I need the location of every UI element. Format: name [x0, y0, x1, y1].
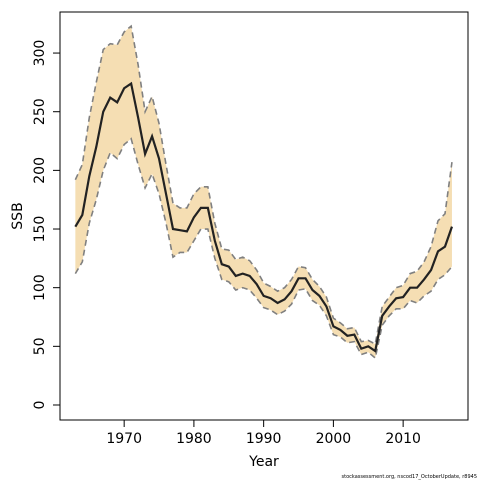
x-tick-label: 1990	[246, 431, 282, 447]
estimate-line	[74, 81, 453, 353]
y-tick-label: 200	[32, 157, 48, 184]
footer: stockassessment.org, nscod17_OctoberUpda…	[342, 474, 477, 480]
x-tick-label: 2000	[316, 431, 352, 447]
x-tick-label: 2010	[385, 431, 421, 447]
y-tick-label: 50	[32, 337, 48, 355]
y-tick-label: 300	[32, 40, 48, 67]
y-tick-label: 150	[32, 216, 48, 243]
y-tick-label: 100	[32, 274, 48, 301]
x-axis-label: Year	[248, 454, 279, 470]
upper-bound	[74, 24, 453, 346]
x-tick-label: 1980	[176, 431, 212, 447]
y-axis-label: SSB	[10, 202, 26, 229]
lower-bound	[74, 137, 453, 360]
confidence-band	[75, 26, 452, 359]
y-tick-label: 250	[32, 98, 48, 125]
x-tick-label: 1970	[106, 431, 142, 447]
y-tick-label: 0	[32, 401, 48, 410]
